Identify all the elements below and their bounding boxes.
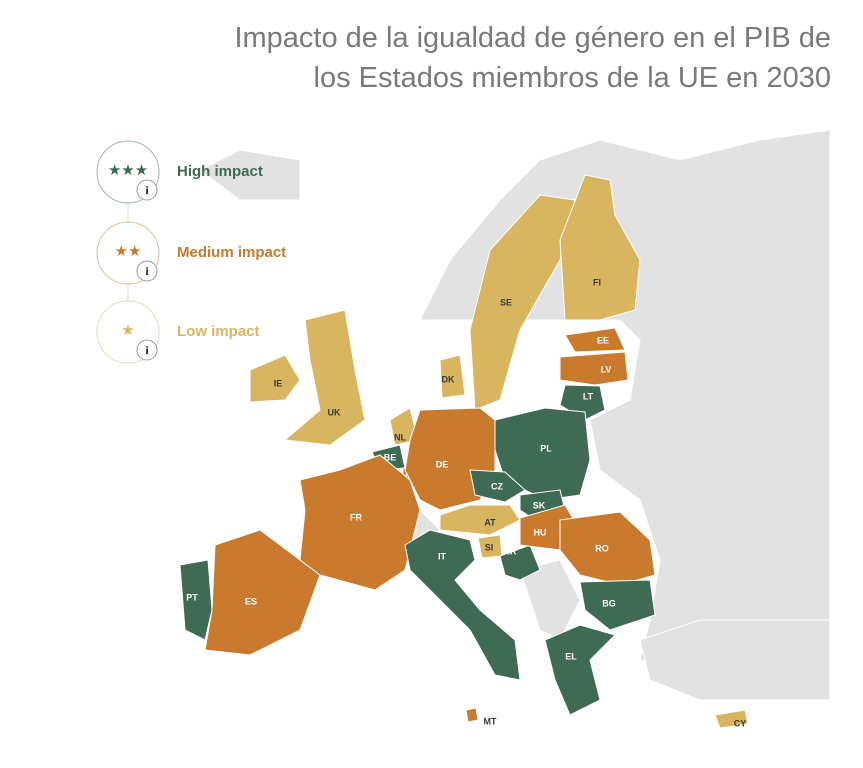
country [579, 579, 656, 631]
legend-label: Low impact [177, 323, 260, 340]
info-icon[interactable] [136, 339, 158, 361]
country-code: CZ [491, 481, 503, 491]
info-icon-label: i [145, 343, 149, 357]
legend-stars: ★★ [115, 243, 142, 260]
country [499, 544, 541, 581]
info-icon-label: i [145, 183, 149, 197]
country [179, 559, 213, 641]
countries: SEFIEELVLTPLDKIEUKNLBELUDEFRCZSKATSIHRHU… [179, 174, 749, 729]
country-code: EL [565, 651, 577, 661]
country-code: FR [350, 512, 362, 522]
country-code: HR [504, 546, 517, 556]
country [559, 351, 629, 386]
country [494, 407, 591, 501]
country-code: EE [597, 335, 609, 345]
country-code: BG [602, 598, 616, 608]
legend-label: Medium impact [177, 244, 286, 261]
legend-stars: ★★★ [108, 162, 148, 179]
country-code: SI [485, 542, 494, 552]
country-code: PT [186, 592, 198, 602]
country-code: RO [595, 543, 609, 553]
country-code: BE [384, 452, 397, 462]
country [469, 469, 526, 503]
country-code: PL [540, 443, 552, 453]
legend-stars: ★ [121, 322, 134, 339]
country [299, 454, 421, 591]
country [564, 327, 626, 353]
title: Impacto de la igualdad de género en el P… [234, 22, 831, 94]
country [439, 504, 521, 536]
country-code: LT [583, 391, 594, 401]
country-code: UK [328, 407, 341, 417]
country-code: FI [593, 277, 601, 287]
info-icon-label: i [145, 264, 149, 278]
country-code: IE [274, 378, 283, 388]
country-code: SE [500, 297, 512, 307]
info-icon[interactable] [136, 179, 158, 201]
country [714, 709, 749, 729]
legend-label: High impact [177, 163, 263, 180]
country [469, 194, 576, 411]
country [283, 309, 366, 446]
country [544, 624, 616, 716]
country-code: ES [245, 596, 257, 606]
country-code: CY [734, 718, 747, 728]
country [249, 354, 301, 403]
country-code: MT [484, 716, 497, 726]
country-code: AT [484, 517, 496, 527]
country [465, 707, 479, 723]
country [559, 174, 641, 321]
country-code: NL [394, 432, 406, 442]
country [404, 529, 521, 681]
country-code: SK [533, 500, 546, 510]
country [439, 354, 466, 399]
country-code: DE [436, 459, 449, 469]
country-code: IT [438, 551, 447, 561]
info-icon[interactable] [136, 260, 158, 282]
country-code: HU [534, 527, 547, 537]
country-code: DK [442, 374, 455, 384]
country-code: LV [601, 364, 612, 374]
